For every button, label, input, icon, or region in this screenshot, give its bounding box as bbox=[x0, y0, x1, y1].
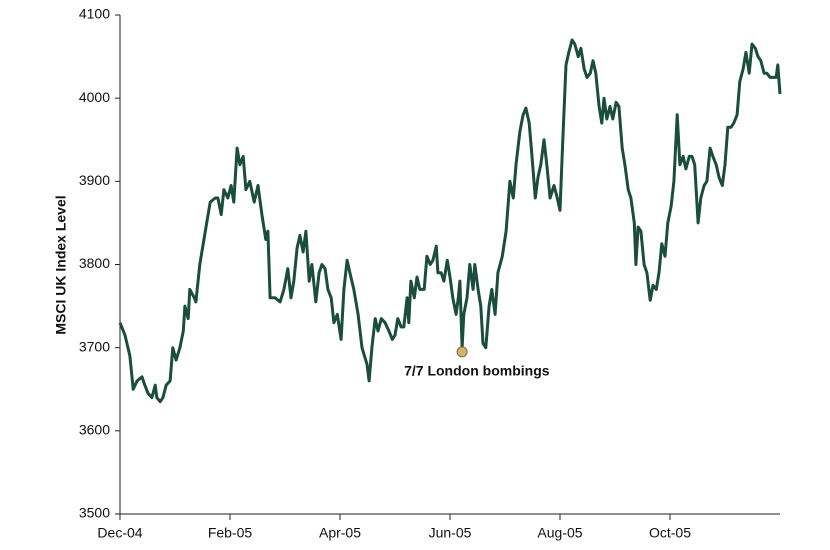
x-tick-label: Dec-04 bbox=[97, 525, 142, 541]
annotation-marker bbox=[456, 346, 468, 358]
y-tick-label: 3500 bbox=[79, 505, 110, 521]
y-tick-label: 4100 bbox=[79, 6, 110, 22]
x-tick-label: Feb-05 bbox=[208, 525, 253, 541]
x-tick-label: Oct-05 bbox=[649, 525, 691, 541]
annotation-label: 7/7 London bombings bbox=[404, 363, 550, 379]
series-line bbox=[118, 38, 782, 404]
x-tick-label: Apr-05 bbox=[319, 525, 361, 541]
y-tick-label: 3800 bbox=[79, 255, 110, 271]
x-tick-label: Jun-05 bbox=[429, 525, 472, 541]
y-axis-label: MSCI UK Index Level bbox=[53, 195, 69, 334]
y-tick-label: 3600 bbox=[79, 422, 110, 438]
x-tick-label: Aug-05 bbox=[537, 525, 582, 541]
y-tick-label: 4000 bbox=[79, 89, 110, 105]
y-tick-label: 3700 bbox=[79, 338, 110, 354]
y-tick-label: 3900 bbox=[79, 172, 110, 188]
